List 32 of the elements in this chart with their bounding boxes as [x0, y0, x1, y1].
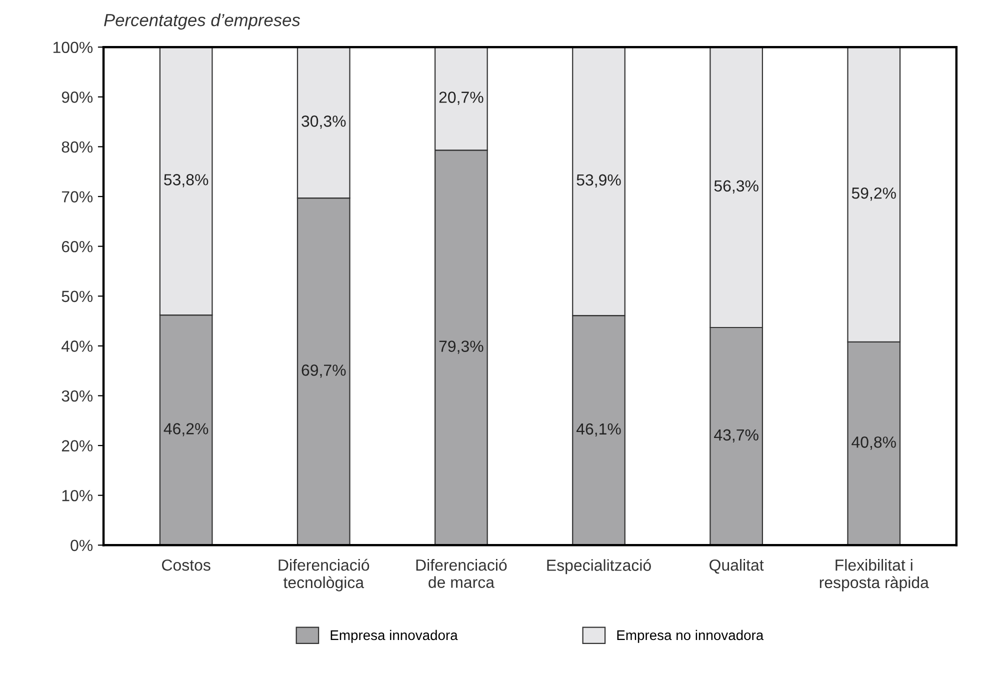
y-tick-label: 60% — [62, 240, 93, 252]
data-label: 46,2% — [164, 423, 208, 436]
data-label: 40,8% — [852, 436, 896, 450]
data-label: 30,3% — [302, 116, 346, 129]
x-tick-label: Diferenciació de marca — [416, 558, 507, 588]
y-tick-label: 10% — [62, 490, 93, 502]
y-tick-label: 50% — [62, 290, 93, 302]
data-label: 69,7% — [302, 364, 346, 378]
x-tick-label: Flexibilitat i resposta ràpida — [820, 559, 929, 592]
data-label: 43,7% — [714, 429, 758, 442]
data-label: 56,3% — [714, 180, 758, 194]
y-tick-label: 0% — [70, 540, 93, 552]
data-label: 53,8% — [164, 174, 208, 188]
x-tick-label: Qualitat — [710, 559, 764, 574]
data-label: 59,2% — [852, 188, 896, 201]
y-tick-label: 40% — [62, 340, 93, 352]
data-label: 20,7% — [439, 92, 484, 105]
data-label: 79,3% — [439, 340, 484, 354]
y-tick-label: 30% — [62, 390, 93, 402]
y-tick-label: 20% — [62, 440, 93, 452]
data-label: 53,9% — [576, 174, 621, 188]
legend-label: Empresa innovadora — [330, 630, 458, 643]
x-tick-label: Diferenciació tecnològica — [278, 558, 370, 592]
y-tick-label: 90% — [62, 92, 93, 103]
x-tick-label: Costos — [162, 559, 210, 571]
x-tick-label: Especialització — [547, 559, 651, 574]
y-tick-label: 80% — [62, 141, 93, 153]
legend-label: Empresa no innovadora — [617, 630, 764, 643]
data-label: 46,1% — [576, 423, 621, 437]
y-axis-title: Percentatges d’empreses — [104, 13, 300, 30]
y-tick-label: 70% — [62, 191, 93, 202]
y-tick-label: 100% — [53, 42, 93, 54]
